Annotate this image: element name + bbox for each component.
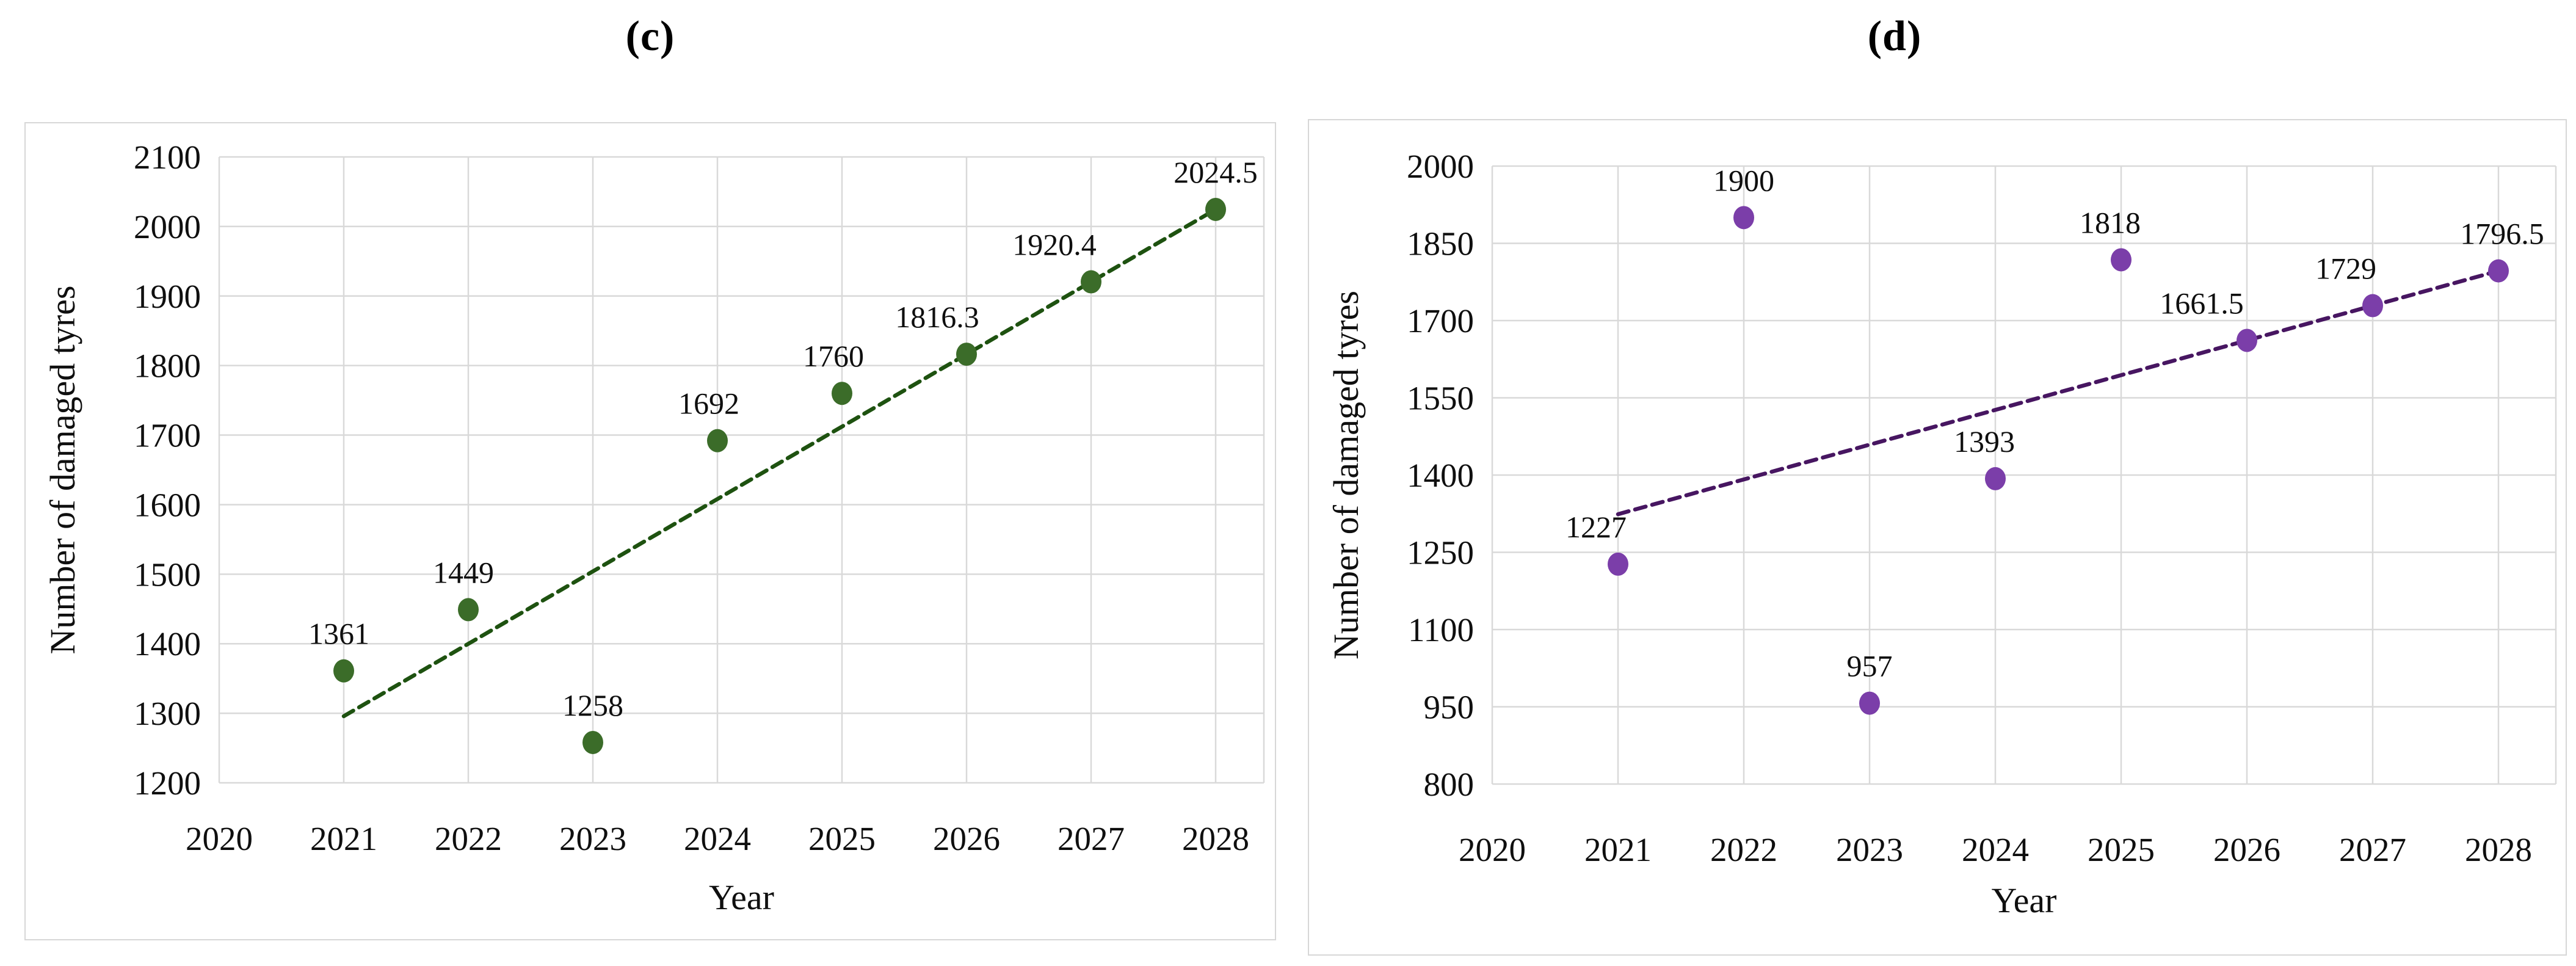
point-label: 1258 [562, 688, 623, 722]
y-tick-label: 1700 [134, 417, 201, 454]
data-point [707, 429, 728, 452]
y-tick-label: 1250 [1407, 534, 1474, 572]
data-point [832, 382, 852, 405]
x-tick-label: 2022 [1710, 831, 1777, 868]
point-label: 1692 [678, 387, 739, 421]
panel-label-d: (d) [1867, 13, 1922, 60]
y-tick-label: 1400 [134, 625, 201, 663]
x-tick-label: 2025 [2088, 831, 2155, 868]
point-label: 2024.5 [1174, 155, 1258, 189]
panel-label-c: (c) [625, 13, 675, 60]
data-point [1081, 270, 1101, 294]
y-tick-label: 1200 [134, 764, 201, 802]
x-tick-label: 2026 [933, 820, 1000, 857]
y-axis-tick-labels: 1200 1300 1400 1500 1600 1700 1800 1900 2000 2100 [134, 139, 201, 802]
data-point [1985, 467, 2006, 490]
x-axis-tick-labels: 2020 2021 2022 2023 2024 2025 2026 2027 2028 [1459, 831, 2532, 868]
x-tick-label: 2023 [1836, 831, 1903, 868]
data-point [1205, 197, 1226, 221]
point-label: 1661.5 [2160, 286, 2244, 320]
point-label: 1227 [1566, 510, 1627, 544]
point-label: 1729 [2315, 252, 2376, 286]
y-tick-label: 800 [1424, 766, 1475, 803]
scatter-chart-c: 1361 1449 1258 1692 1760 1816.3 1920.4 2024.5 12… [43, 139, 1265, 917]
y-tick-label: 1100 [1408, 611, 1474, 648]
chart-card-c: 1361 1449 1258 1692 1760 1816.3 1920.4 2024.5 12… [24, 122, 1276, 940]
point-label: 1900 [1713, 163, 1774, 197]
y-tick-label: 2000 [134, 208, 201, 245]
y-tick-label: 1300 [134, 695, 201, 732]
y-tick-label: 1800 [134, 347, 201, 385]
x-axis-title: Year [1992, 881, 2057, 920]
x-tick-label: 2024 [684, 820, 751, 857]
point-label: 957 [1847, 649, 1893, 683]
x-tick-label: 2024 [1962, 831, 2029, 868]
gridlines [1491, 165, 2557, 785]
y-tick-label: 1400 [1407, 457, 1474, 494]
trendline [1616, 269, 2501, 517]
point-label: 1760 [803, 339, 864, 373]
y-axis-title: Number of damaged tyres [1326, 291, 1366, 659]
data-points [333, 197, 1226, 754]
y-axis-tick-labels: 800 950 1100 1250 1400 1550 1700 1850 2000 [1407, 148, 1474, 803]
point-label: 1818 [2080, 205, 2141, 239]
x-tick-label: 2021 [310, 820, 377, 857]
y-tick-label: 950 [1424, 689, 1475, 726]
x-tick-label: 2020 [1459, 831, 1526, 868]
y-tick-label: 1600 [134, 486, 201, 523]
point-label: 1393 [1954, 424, 2015, 459]
point-labels: 1361 1449 1258 1692 1760 1816.3 1920.4 2024.5 [308, 155, 1258, 722]
x-tick-label: 2022 [435, 820, 502, 857]
y-tick-label: 2000 [1407, 148, 1474, 185]
y-axis-title: Number of damaged tyres [43, 286, 82, 655]
x-tick-label: 2025 [808, 820, 876, 857]
y-tick-label: 1900 [134, 278, 201, 315]
scatter-chart-d: 1227 1900 957 1393 1818 1661.5 1729 1796.5 800 95… [1326, 148, 2557, 920]
x-tick-label: 2026 [2213, 831, 2280, 868]
point-labels: 1227 1900 957 1393 1818 1661.5 1729 1796.5 [1566, 163, 2544, 683]
trendline [341, 207, 1218, 719]
x-tick-label: 2020 [186, 820, 253, 857]
point-label: 1796.5 [2460, 217, 2544, 251]
x-tick-label: 2027 [1058, 820, 1125, 857]
x-tick-label: 2028 [2465, 831, 2532, 868]
chart-card-d: 1227 1900 957 1393 1818 1661.5 1729 1796.5 800 95… [1308, 119, 2567, 956]
point-label: 1920.4 [1012, 228, 1097, 262]
x-tick-label: 2028 [1182, 820, 1249, 857]
data-points [1608, 206, 2509, 715]
point-label: 1449 [433, 555, 494, 589]
point-label: 1361 [308, 617, 369, 651]
data-point [956, 343, 977, 366]
x-tick-label: 2023 [559, 820, 626, 857]
y-tick-label: 1550 [1407, 380, 1474, 417]
point-label: 1816.3 [895, 300, 979, 334]
data-point [582, 730, 603, 754]
gridlines [218, 156, 1265, 784]
data-point [458, 598, 479, 622]
y-tick-label: 1500 [134, 556, 201, 593]
y-tick-label: 1700 [1407, 302, 1474, 340]
data-point [2488, 259, 2509, 283]
data-point [1608, 552, 1628, 576]
y-tick-label: 2100 [134, 139, 201, 176]
x-tick-label: 2027 [2339, 831, 2406, 868]
data-point [1733, 206, 1754, 230]
data-point [333, 659, 354, 683]
x-axis-tick-labels: 2020 2021 2022 2023 2024 2025 2026 2027 2028 [186, 820, 1249, 857]
x-tick-label: 2021 [1584, 831, 1652, 868]
x-axis-title: Year [709, 877, 774, 917]
data-point [2237, 329, 2257, 352]
data-point [2362, 294, 2383, 318]
y-tick-label: 1850 [1407, 225, 1474, 263]
data-point [1859, 691, 1880, 715]
data-point [2111, 248, 2132, 272]
